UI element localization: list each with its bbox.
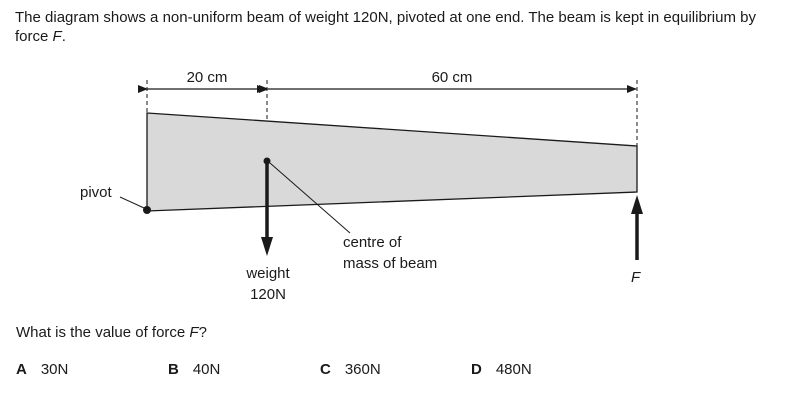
pivot-point <box>143 206 151 214</box>
dimension-label-right: 60 cm <box>432 69 473 86</box>
prompt-text: What is the value of force <box>16 324 190 341</box>
prompt-force-symbol: F <box>189 324 199 341</box>
centre-of-mass-label-line2: mass of beam <box>343 255 437 272</box>
weight-label-line2: 120N <box>250 286 286 303</box>
intro-text: The diagram shows a non-uniform beam of … <box>15 9 756 45</box>
option-letter: D <box>471 361 482 378</box>
beam <box>146 112 638 212</box>
option-a[interactable]: A 30N <box>16 360 68 379</box>
option-letter: C <box>320 361 331 378</box>
intro-end: . <box>61 28 66 45</box>
option-value: 40N <box>192 361 221 378</box>
prompt-end: ? <box>198 324 207 341</box>
option-d[interactable]: D 480N <box>471 360 532 379</box>
dimension-label-left: 20 cm <box>187 69 228 86</box>
option-b[interactable]: B 40N <box>168 360 220 379</box>
question-prompt: What is the value of force F? <box>16 323 207 342</box>
option-c[interactable]: C 360N <box>320 360 381 379</box>
centre-of-mass-label-line1: centre of <box>343 234 402 251</box>
pivot-leader-line <box>119 196 145 209</box>
option-letter: A <box>16 361 27 378</box>
option-letter: B <box>168 361 179 378</box>
option-value: 480N <box>495 361 532 378</box>
centre-of-mass-leader-line <box>269 162 351 234</box>
pivot-label: pivot <box>80 184 113 201</box>
option-value: 360N <box>344 361 381 378</box>
force-label: F <box>631 269 641 286</box>
weight-label-line1: weight <box>245 265 290 282</box>
weight-arrow-head <box>261 237 273 256</box>
option-value: 30N <box>40 361 69 378</box>
force-arrow-head <box>631 195 643 214</box>
question-intro: The diagram shows a non-uniform beam of … <box>15 8 785 46</box>
intro-force-symbol: F <box>52 28 62 45</box>
